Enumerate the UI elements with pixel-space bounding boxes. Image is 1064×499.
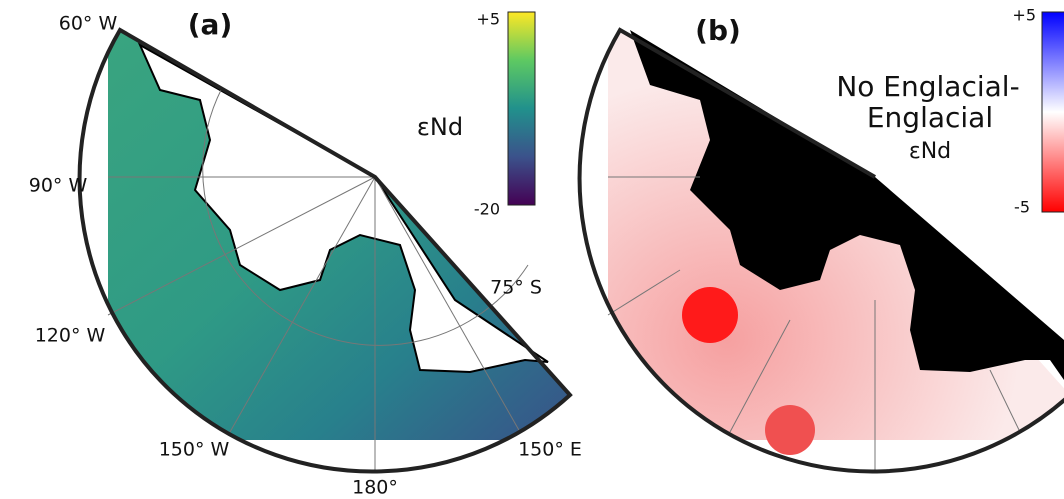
meridian-label: 180° bbox=[352, 477, 398, 499]
map-a: (a) 60° W 90° W 120° W 150° W 180° 150° … bbox=[29, 8, 582, 499]
colorbar bbox=[508, 12, 535, 205]
colorbar-tick: +5 bbox=[476, 10, 500, 29]
meridian-label: 90° W bbox=[29, 175, 88, 197]
colorbar-tick: +5 bbox=[1012, 6, 1036, 25]
colorbar-title: εNd bbox=[909, 139, 951, 164]
colorbar-title: Englacial bbox=[867, 101, 993, 134]
figure: (a) 60° W 90° W 120° W 150° W 180° 150° … bbox=[0, 0, 1064, 499]
anomaly-spot bbox=[765, 405, 815, 455]
parallel-label: 75° S bbox=[490, 277, 542, 299]
panel-label: (a) bbox=[188, 8, 233, 41]
meridian-label: 60° W bbox=[59, 13, 118, 35]
colorbar-tick: -20 bbox=[474, 200, 500, 219]
anomaly-spot bbox=[682, 287, 738, 343]
meridian-label: 150° E bbox=[518, 439, 582, 461]
colorbar bbox=[1042, 12, 1064, 212]
map-b: (b) +5 -5 No Englacial- Englacial εNd bbox=[580, 6, 1064, 472]
meridian-label: 150° W bbox=[159, 439, 230, 461]
colorbar-title: No Englacial- bbox=[836, 70, 1019, 103]
panel-label: (b) bbox=[695, 14, 741, 47]
colorbar-title: εNd bbox=[417, 113, 463, 141]
colorbar-tick: -5 bbox=[1014, 198, 1030, 217]
meridian-label: 120° W bbox=[35, 325, 106, 347]
